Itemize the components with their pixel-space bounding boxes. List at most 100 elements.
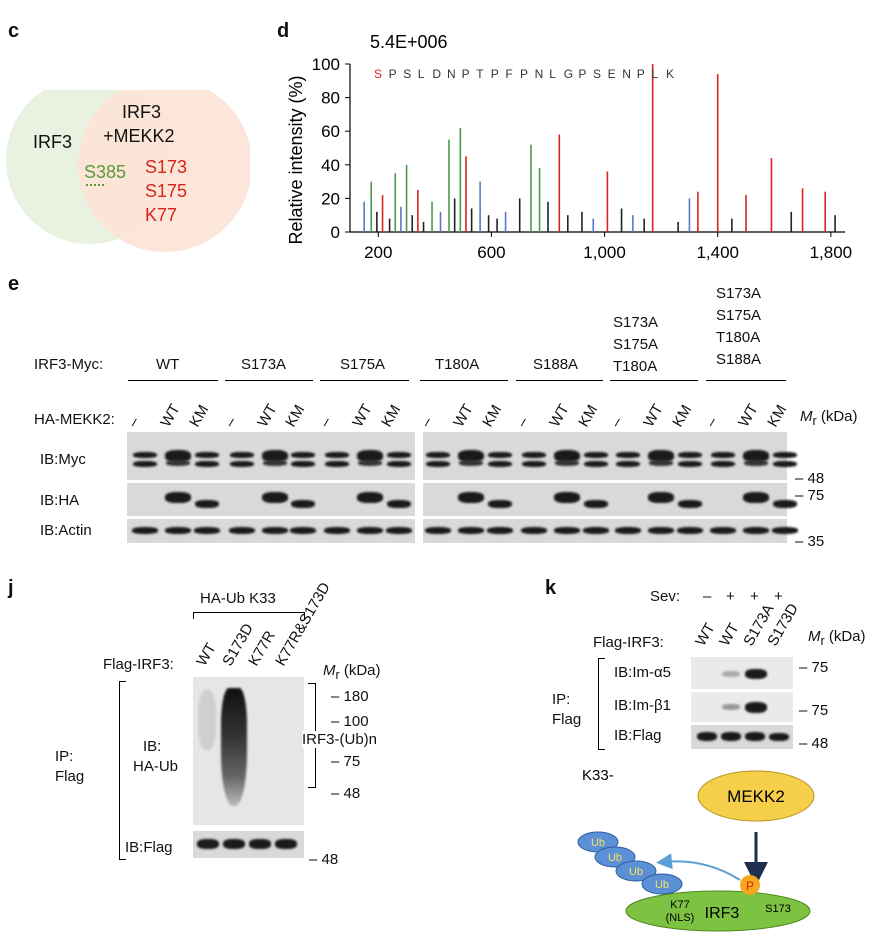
ib-actin-label: IB:Actin <box>40 522 92 539</box>
blot-band <box>133 461 157 467</box>
peptide-residue: N <box>535 67 544 81</box>
underline-s173a <box>225 380 313 381</box>
underline-wt <box>128 380 218 381</box>
blot-band <box>711 452 735 458</box>
band-flag-k-2 <box>721 732 741 741</box>
peptide-residue: S <box>403 67 411 81</box>
peptide-residue: P <box>578 67 586 81</box>
lane-wt-j: WT <box>193 640 220 669</box>
mekk2-lane-label: KM <box>575 402 602 430</box>
peptide-residue: P <box>389 67 397 81</box>
chart-title: 5.4E+006 <box>370 32 448 52</box>
blot-band <box>387 452 411 458</box>
peptide-residue: P <box>637 67 645 81</box>
underline-s175a <box>320 380 409 381</box>
blot-band <box>487 527 513 534</box>
blot-band <box>291 452 315 458</box>
blot-band <box>357 492 383 503</box>
mekk2-lane-label: – <box>702 414 722 430</box>
blot-band <box>459 460 483 466</box>
blot-band <box>165 527 191 534</box>
ip-flag-label-j: IP: Flag <box>55 747 84 787</box>
mr-kda-label-e: Mr (kDa) <box>800 408 858 428</box>
blot-band <box>616 452 640 458</box>
blot-band <box>488 452 512 458</box>
x-tick-label: 600 <box>477 243 505 262</box>
ha-ub-bracket <box>193 612 305 619</box>
underline-s188a <box>516 380 603 381</box>
mekk2-lane-label: KM <box>669 402 696 430</box>
k77-text: K77 <box>670 899 690 911</box>
blot-band <box>195 500 219 508</box>
mekk2-lane-label: WT <box>254 401 281 430</box>
peptide-residue: D <box>432 67 441 81</box>
peptide-residue: P <box>462 67 470 81</box>
blot-band <box>262 450 288 462</box>
blot-band <box>616 461 640 467</box>
peptide-residue: N <box>622 67 631 81</box>
blot-band <box>426 461 450 467</box>
band-b1-wt2 <box>722 704 740 710</box>
triple-line-3: T180A <box>613 358 658 375</box>
venn-right-circle <box>78 90 250 252</box>
blot-band <box>583 527 609 534</box>
ms-spectrum-chart: 5.4E+006 Relative intensity (%) 0 20 40 60 8… <box>286 32 852 262</box>
mekk2-lane-label: KM <box>764 402 791 430</box>
blot-band <box>584 461 608 467</box>
ip-bracket-k <box>598 658 605 750</box>
peptide-residue: T <box>476 67 484 81</box>
mekk2-lane-label: KM <box>186 402 213 430</box>
blot-im-a5 <box>691 657 793 689</box>
ib-ha-label: IB:HA <box>40 492 80 509</box>
blot-band <box>772 527 798 534</box>
triple-line-1: S173A <box>613 314 659 331</box>
blot-band <box>743 450 769 462</box>
blot-band <box>291 461 315 467</box>
ib-ub-line2: HA-Ub <box>133 758 179 775</box>
blot-band <box>458 450 484 462</box>
phospho-text: P <box>746 879 754 893</box>
y-tick-label: 60 <box>321 122 340 141</box>
blot-band <box>488 500 512 508</box>
ib-ub-line1: IB: <box>143 738 162 755</box>
blot-band <box>358 460 382 466</box>
blot-band <box>262 492 288 503</box>
ib-im-b1-label: IB:Im-β1 <box>614 697 671 714</box>
venn-right-label-1: IRF3 <box>122 102 162 122</box>
mr-kda-label-k: Mr (kDa) <box>808 628 866 648</box>
ub-smear-s173d <box>221 688 247 806</box>
flag-band-k77r-j <box>249 839 271 849</box>
ub-transfer-arrow <box>656 853 741 881</box>
ib-im-a5-label: IB:Im-α5 <box>614 664 672 681</box>
group-label-t180a: T180A <box>435 356 480 373</box>
peptide-residue: E <box>608 67 616 81</box>
venn-right-label-2: +MEKK2 <box>103 126 175 146</box>
mekk2-lane-label: – <box>221 414 241 430</box>
quad-line-4: S188A <box>716 351 762 368</box>
lane-k77r-s173d-j: K77R&S173D <box>272 579 334 669</box>
blot-band <box>386 527 412 534</box>
blot-band <box>133 452 157 458</box>
group-label-s188a: S188A <box>533 356 579 373</box>
blot-band <box>743 492 769 503</box>
ha-ub-k33-header: HA-Ub K33 <box>200 590 276 607</box>
blot-band <box>744 460 768 466</box>
mekk2-lane-label: WT <box>546 401 573 430</box>
blot-band <box>166 460 190 466</box>
venn-left-label: IRF3 <box>33 132 73 152</box>
blot-band <box>230 461 254 467</box>
panel-label-d: d <box>277 20 290 42</box>
mekk2-lane-label: – <box>513 414 533 430</box>
y-tick-label: 40 <box>321 156 340 175</box>
panel-label-k: k <box>545 577 557 599</box>
band-a5-wt2 <box>722 671 740 677</box>
peptide-residue: P <box>520 67 528 81</box>
blot-band <box>324 527 350 534</box>
flag-irf3-label-k: Flag-IRF3: <box>593 634 664 651</box>
band-flag-k-1 <box>697 732 717 741</box>
blot-band <box>773 500 797 508</box>
quad-line-2: S175A <box>716 307 762 324</box>
group-label-triple: S173A S175A T180A <box>613 312 658 378</box>
underline-t180a <box>420 380 508 381</box>
peptide-residue: K <box>666 67 674 81</box>
